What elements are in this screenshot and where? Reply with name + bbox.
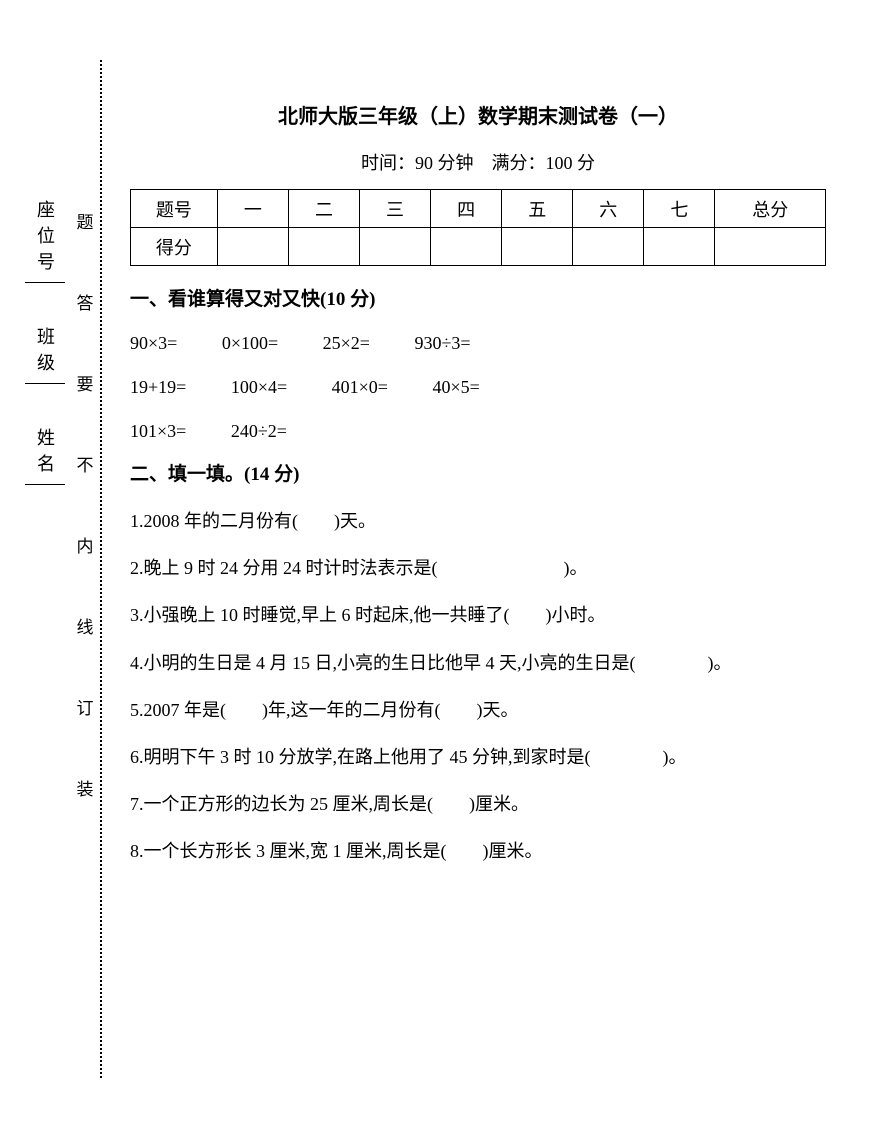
class-label: 班级 [32, 327, 58, 379]
page-title: 北师大版三年级（上）数学期末测试卷（一） [130, 100, 826, 129]
underline [25, 484, 65, 485]
binding-dotted-line [100, 60, 102, 1078]
cell: 三 [360, 190, 431, 228]
name-field: 姓名 [25, 428, 65, 489]
question-4: 4.小明的生日是 4 月 15 日,小亮的生日比他早 4 天,小亮的生日是( )… [130, 642, 826, 685]
score-table: 题号 一 二 三 四 五 六 七 总分 得分 [130, 189, 826, 266]
cell: 一 [217, 190, 288, 228]
cell-empty [288, 228, 359, 266]
anno-char: 内 [77, 532, 94, 557]
section2-title: 二、填一填。(14 分) [130, 459, 826, 486]
sidebar-fields: 座位号 班级 姓名 [10, 200, 80, 529]
cell: 六 [573, 190, 644, 228]
class-field: 班级 [25, 327, 65, 388]
question-8: 8.一个长方形长 3 厘米,宽 1 厘米,周长是( )厘米。 [130, 830, 826, 873]
calc-item: 930÷3= [414, 325, 470, 361]
calc-item: 25×2= [323, 325, 370, 361]
calc-item: 0×100= [222, 325, 278, 361]
cell: 总分 [715, 190, 826, 228]
question-1: 1.2008 年的二月份有( )天。 [130, 500, 826, 543]
name-label: 姓名 [32, 428, 58, 480]
seat-field: 座位号 [25, 200, 65, 287]
anno-char: 不 [77, 451, 94, 476]
calc-item: 19+19= [130, 369, 186, 405]
question-5: 5.2007 年是( )年,这一年的二月份有( )天。 [130, 689, 826, 732]
calc-row-3: 101×3= 240÷2= [130, 413, 826, 449]
cell: 五 [502, 190, 573, 228]
cell-empty [715, 228, 826, 266]
anno-char: 要 [77, 370, 94, 395]
question-7: 7.一个正方形的边长为 25 厘米,周长是( )厘米。 [130, 783, 826, 826]
anno-char: 答 [77, 289, 94, 314]
cell-empty [644, 228, 715, 266]
cell-empty [217, 228, 288, 266]
cell-empty [573, 228, 644, 266]
underline [25, 282, 65, 283]
underline [25, 383, 65, 384]
section1-title: 一、看谁算得又对又快(10 分) [130, 284, 826, 311]
table-header-row: 题号 一 二 三 四 五 六 七 总分 [131, 190, 826, 228]
calc-item: 401×0= [332, 369, 388, 405]
calc-item: 100×4= [231, 369, 287, 405]
binding-annotations: 题 答 要 不 内 线 订 装 [75, 180, 95, 828]
anno-char: 装 [77, 775, 94, 800]
calc-row-1: 90×3= 0×100= 25×2= 930÷3= [130, 325, 826, 361]
anno-char: 订 [77, 694, 94, 719]
question-6: 6.明明下午 3 时 10 分放学,在路上他用了 45 分钟,到家时是( )。 [130, 736, 826, 779]
calc-item: 90×3= [130, 325, 177, 361]
cell: 七 [644, 190, 715, 228]
cell: 题号 [131, 190, 218, 228]
anno-char: 线 [77, 613, 94, 638]
cell: 二 [288, 190, 359, 228]
cell: 四 [431, 190, 502, 228]
cell: 得分 [131, 228, 218, 266]
table-score-row: 得分 [131, 228, 826, 266]
cell-empty [502, 228, 573, 266]
calc-item: 240÷2= [231, 413, 287, 449]
cell-empty [360, 228, 431, 266]
question-3: 3.小强晚上 10 时睡觉,早上 6 时起床,他一共睡了( )小时。 [130, 594, 826, 637]
calc-item: 40×5= [432, 369, 479, 405]
page-subtitle: 时间：90 分钟 满分：100 分 [130, 149, 826, 175]
anno-char: 题 [77, 208, 94, 233]
main-content: 北师大版三年级（上）数学期末测试卷（一） 时间：90 分钟 满分：100 分 题… [130, 100, 826, 878]
calc-row-2: 19+19= 100×4= 401×0= 40×5= [130, 369, 826, 405]
cell-empty [431, 228, 502, 266]
question-2: 2.晚上 9 时 24 分用 24 时计时法表示是( )。 [130, 547, 826, 590]
seat-label: 座位号 [32, 200, 58, 278]
calc-item: 101×3= [130, 413, 186, 449]
